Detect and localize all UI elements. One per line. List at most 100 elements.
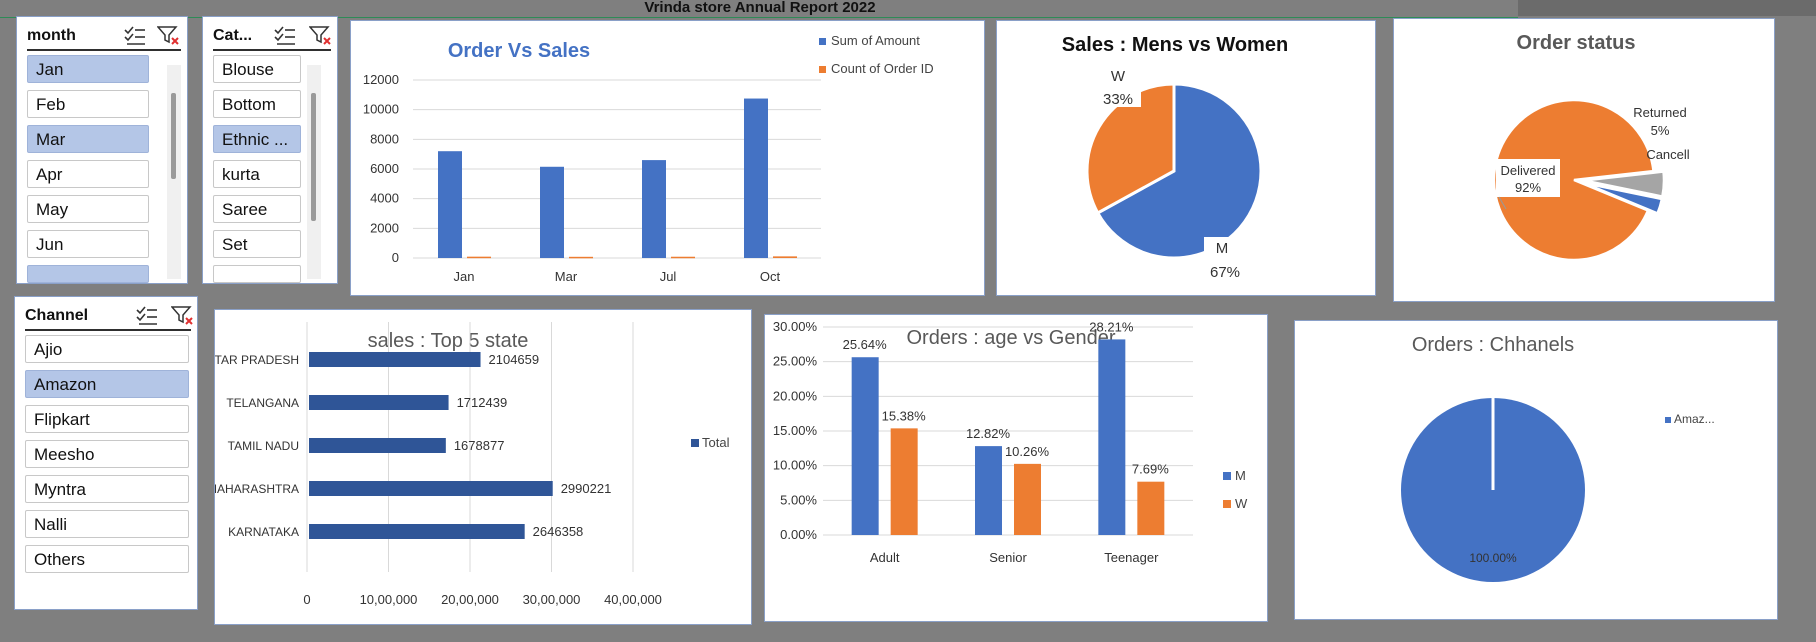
- legend-label: Total: [702, 435, 730, 450]
- slicer-item-ethnic[interactable]: Ethnic ...: [213, 125, 301, 153]
- slicer-scrollbar[interactable]: [307, 65, 321, 279]
- slicer-item-flipkart[interactable]: Flipkart: [25, 405, 189, 433]
- scrollbar-thumb[interactable]: [171, 93, 176, 179]
- slicer-header: month: [27, 23, 181, 51]
- top5-state-chart[interactable]: sales : Top 5 state 0 10,00,000 20,00,000 30…: [199, 309, 752, 625]
- chart-title: Sales : Mens vs Women: [1062, 34, 1288, 56]
- bar-m: [1098, 339, 1126, 535]
- x-tick-label: Teenager: [1104, 550, 1159, 565]
- orders-channels-chart[interactable]: Orders : Chhanels 100.00% Amaz...: [1294, 320, 1778, 620]
- bar-total: [309, 524, 525, 539]
- data-label: 7.69%: [1132, 462, 1169, 477]
- legend-label: M: [1235, 468, 1246, 483]
- y-tick-label: MAHARASHTRA: [215, 482, 299, 496]
- legend-swatch: [819, 66, 826, 73]
- slicer-title: Channel: [25, 307, 89, 324]
- data-label-pct: 5%: [1651, 123, 1670, 138]
- slicer-item-myntra[interactable]: Myntra: [25, 475, 189, 503]
- bar-sum-of-amount: [744, 98, 768, 259]
- slicer-item-meesho[interactable]: Meesho: [25, 440, 189, 468]
- chart-title: Orders : Chhanels: [1412, 334, 1574, 356]
- multi-select-icon[interactable]: [135, 305, 159, 327]
- bar-count-of-order-id: [773, 256, 797, 258]
- slicer-header: Cat...: [213, 23, 331, 51]
- chart-svg: Order status Delivered 92% Returned 5% Cancel…: [1492, 32, 1690, 262]
- x-tick-label: Oct: [760, 269, 781, 284]
- category-slicer[interactable]: Cat... Blouse Bottom Ethnic ... kurta Saree S…: [202, 16, 338, 284]
- slicer-item-jun[interactable]: Jun: [27, 230, 149, 258]
- slicer-item-jan[interactable]: Jan: [27, 55, 149, 83]
- month-slicer[interactable]: month Jan Feb Mar Apr May Jun: [16, 16, 188, 284]
- slicer-item-feb[interactable]: Feb: [27, 90, 149, 118]
- slicer-header: Channel: [25, 303, 193, 331]
- slicer-item-set[interactable]: Set: [213, 230, 301, 258]
- data-label-bg: [1097, 63, 1141, 107]
- data-label: 10.26%: [1005, 444, 1050, 459]
- y-tick-label: 12000: [363, 72, 399, 87]
- slicer-item-others[interactable]: Others: [25, 545, 189, 573]
- chart-svg: Orders : Chhanels 100.00% Amaz...: [1400, 334, 1715, 582]
- data-label-name: Delivered: [1501, 163, 1556, 178]
- x-tick-label: Jan: [454, 269, 475, 284]
- report-title: Vrinda store Annual Report 2022: [644, 0, 876, 16]
- slicer-item-may[interactable]: May: [27, 195, 149, 223]
- clear-filter-icon[interactable]: [170, 305, 195, 327]
- slicer-item-partial[interactable]: [213, 265, 301, 283]
- slicer-item-saree[interactable]: Saree: [213, 195, 301, 223]
- pie-slice-cancell: [1583, 181, 1664, 216]
- chart-svg: Orders : age vs Gender 30.00% 25.00% 20.00%…: [773, 319, 1248, 565]
- slicer-item-blouse[interactable]: Blouse: [213, 55, 301, 83]
- x-tick-label: 10,00,000: [360, 592, 418, 607]
- legend-label: Amaz...: [1674, 412, 1715, 426]
- age-gender-chart[interactable]: Orders : age vs Gender 30.00% 25.00% 20.00%…: [764, 314, 1268, 622]
- bar-m: [975, 446, 1002, 535]
- multi-select-icon[interactable]: [123, 25, 147, 47]
- slicer-title: Cat...: [213, 27, 253, 44]
- legend-swatch: [1223, 500, 1231, 508]
- title-bar: Vrinda store Annual Report 2022: [0, 0, 1816, 18]
- slicer-item-bottom[interactable]: Bottom: [213, 90, 301, 118]
- bar-w: [1137, 481, 1165, 535]
- slicer-item-nalli[interactable]: Nalli: [25, 510, 189, 538]
- clear-filter-icon[interactable]: [308, 25, 333, 47]
- channel-slicer[interactable]: Channel Ajio Amazon Flipkart Meesho Myntra Na…: [14, 296, 198, 610]
- data-label-pct: 92%: [1515, 180, 1541, 195]
- x-tick-label: Mar: [555, 269, 578, 284]
- y-tick-label: 2000: [370, 220, 399, 235]
- clear-filter-icon[interactable]: [156, 25, 181, 47]
- legend-swatch: [1223, 472, 1231, 480]
- slicer-item-ajio[interactable]: Ajio: [25, 335, 189, 363]
- y-tick-label: TAMIL NADU: [228, 439, 299, 453]
- pie-slice-m: [1095, 82, 1263, 260]
- slicer-item-mar[interactable]: Mar: [27, 125, 149, 153]
- chart-title: sales : Top 5 state: [368, 330, 529, 352]
- bar-total: [309, 352, 481, 367]
- bar-w: [1014, 463, 1041, 535]
- slicer-item-partial[interactable]: [27, 265, 149, 283]
- legend-swatch: [691, 439, 699, 447]
- data-label-name: W: [1111, 68, 1126, 85]
- order-status-chart[interactable]: Order status Delivered 92% Returned 5% Cancel…: [1393, 18, 1775, 302]
- data-label-name: Returned: [1633, 105, 1686, 120]
- slicer-item-amazon[interactable]: Amazon: [25, 370, 189, 398]
- data-label: 2646358: [533, 524, 584, 539]
- slicer-scrollbar[interactable]: [167, 65, 181, 279]
- slicer-item-apr[interactable]: Apr: [27, 160, 149, 188]
- x-tick-label: 0: [303, 592, 310, 607]
- x-tick-label: Adult: [870, 550, 900, 565]
- data-label: 1678877: [454, 438, 505, 453]
- multi-select-icon[interactable]: [273, 25, 297, 47]
- x-tick-label: Senior: [989, 550, 1027, 565]
- legend-label: W: [1235, 496, 1248, 511]
- data-label: 28.21%: [1089, 319, 1134, 334]
- y-tick-label: 20.00%: [773, 388, 818, 403]
- y-tick-label: 5.00%: [780, 492, 817, 507]
- slicer-item-kurta[interactable]: kurta: [213, 160, 301, 188]
- y-tick-label: 4000: [370, 191, 399, 206]
- scrollbar-thumb[interactable]: [311, 93, 316, 221]
- bar-sum-of-amount: [438, 151, 462, 258]
- sales-gender-chart[interactable]: Sales : Mens vs Women M 67% W 33%: [996, 20, 1376, 296]
- y-tick-label: 0.00%: [780, 527, 817, 542]
- order-vs-sales-chart[interactable]: Order Vs Sales 12000 10000 8000 6000 4000 2000…: [350, 20, 985, 296]
- pie-slice-returned: [1583, 170, 1666, 199]
